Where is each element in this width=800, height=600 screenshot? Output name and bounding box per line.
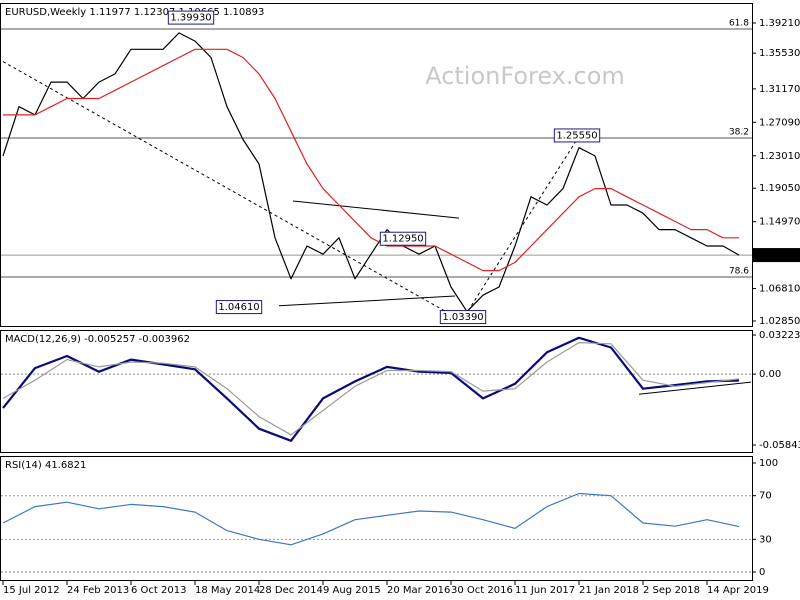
annotation-box	[215, 300, 263, 315]
y-tick-label: 1.02850	[759, 316, 800, 327]
x-tick-label: 6 Oct 2013	[131, 585, 186, 596]
annotation-label: 1.04610	[218, 302, 259, 313]
y-tick-label: 1.39210	[759, 18, 800, 29]
x-tick-label: 30 Oct 2016	[451, 585, 513, 596]
y-tick-label: 1.23010	[759, 151, 800, 162]
watermark: ActionForex.com	[425, 62, 625, 90]
annotation-label: 1.12950	[382, 234, 423, 245]
x-tick-label: 14 Apr 2019	[707, 585, 769, 596]
panel-title: EURUSD,Weekly 1.11977 1.12307 1.10665 1.…	[5, 7, 264, 18]
y-tick-label: 1.27090	[759, 117, 800, 128]
series-line	[2, 32, 740, 313]
x-tick-label: 28 Dec 2014	[259, 585, 323, 596]
y-tick-label: 1.31170	[759, 84, 800, 95]
y-tick-label: 1.35530	[759, 48, 800, 59]
y-tick-label: 100	[759, 458, 778, 469]
y-tick-label: 0.00	[759, 369, 781, 380]
x-tick-label: 9 Aug 2015	[323, 585, 381, 596]
y-tick-label: 0.032235	[759, 330, 800, 341]
fib-level-label: 38.2	[729, 127, 749, 137]
panel-title: RSI(14) 41.6821	[5, 460, 86, 471]
annotation-box	[439, 310, 487, 325]
x-tick-label: 21 Jan 2018	[579, 585, 639, 596]
x-tick-label: 18 May 2014	[195, 585, 260, 596]
annotation-label: 1.39930	[170, 13, 211, 24]
y-tick-label: 70	[759, 491, 772, 502]
x-tick-label: 2 Sep 2018	[643, 585, 700, 596]
macd-panel	[0, 330, 753, 453]
x-tick-label: 11 Jun 2017	[515, 585, 575, 596]
annotation-label: 1.03390	[442, 312, 483, 323]
x-tick-label: 24 Feb 2013	[67, 585, 129, 596]
annotation-box	[553, 128, 601, 143]
y-tick-label: 1.19050	[759, 183, 800, 194]
y-tick-label: 1.14970	[759, 217, 800, 228]
y-tick-label: 0	[759, 567, 765, 578]
x-tick-label: 15 Jul 2012	[3, 585, 60, 596]
fib-level-label: 78.6	[729, 266, 749, 276]
annotation-box	[167, 10, 215, 25]
panel-title: MACD(12,26,9) -0.005257 -0.003962	[5, 334, 190, 345]
y-tick-label: 1.06810	[759, 284, 800, 295]
y-tick-label: -0.058434	[759, 440, 800, 451]
fib-level-label: 61.8	[729, 18, 749, 28]
series-line	[3, 48, 739, 272]
series-line	[2, 492, 740, 546]
annotation-label: 1.25550	[556, 130, 597, 141]
trendline	[638, 381, 752, 395]
annotation-box	[379, 231, 427, 246]
y-tick-label: 30	[759, 534, 772, 545]
rsi-panel	[0, 456, 753, 581]
series-line	[2, 342, 740, 436]
series-line	[2, 336, 740, 442]
x-tick-label: 20 Mar 2016	[387, 585, 450, 596]
price-panel	[0, 3, 753, 327]
last-price-box	[753, 248, 800, 263]
last-price-label: 1.10893	[757, 250, 798, 261]
trendline	[292, 200, 460, 219]
trendline	[278, 295, 456, 307]
